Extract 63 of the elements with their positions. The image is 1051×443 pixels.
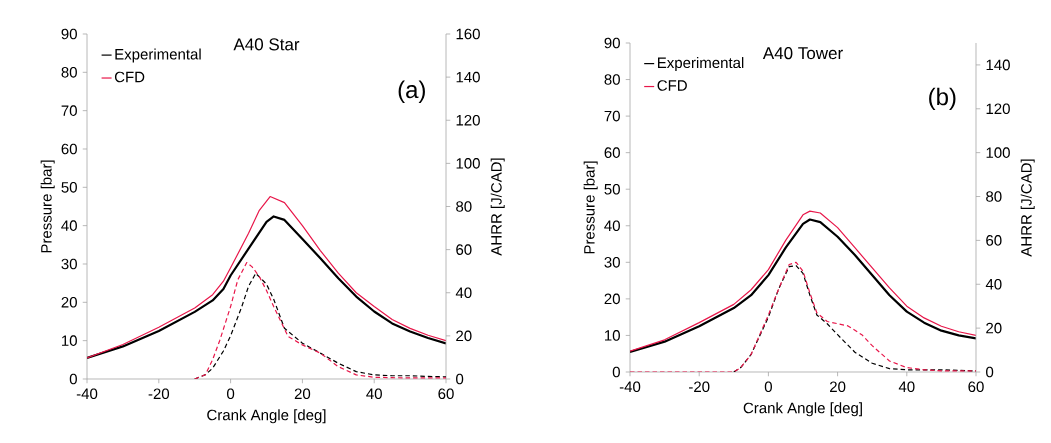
y-tick-label: 60 [604,147,620,158]
y2-tick-label: 0 [456,373,464,385]
y-axis-title: Pressure [bar] [583,161,598,254]
y2-tick-label: 80 [986,191,1002,202]
x-axis-title: Crank Angle [deg] [207,409,326,424]
chart-title: A40 Star [233,38,300,51]
y2-tick-label: 100 [986,147,1010,158]
legend-label: CFD [114,71,145,83]
y2-tick-label: 20 [986,322,1002,334]
y-tick-label: 40 [604,220,620,232]
y-tick-label: 10 [62,335,77,346]
y-tick-label: 30 [604,257,620,268]
x-tick-label: -40 [76,388,98,400]
y-tick-label: 70 [61,105,77,116]
x-tick-label: 20 [830,381,846,393]
chart-title: A40 Tower [762,47,843,60]
y2-tick-label: 140 [986,59,1010,71]
y2-axis-title: AHRR [J/CAD] [490,158,505,256]
y-tick-label: 90 [61,28,77,40]
x-tick-label: 60 [968,381,984,393]
y-tick-label: 40 [61,220,77,231]
x-tick-label: -20 [689,381,710,393]
y2-tick-label: 40 [455,287,472,299]
y2-tick-label: 80 [456,201,472,212]
y-tick-label: 50 [604,183,620,195]
y-tick-label: 20 [61,297,77,308]
y2-tick-label: 0 [986,366,994,378]
y2-axis-title: AHRR [J/CAD] [1020,159,1035,257]
y2-tick-label: 100 [456,158,480,169]
x-tick-label: 20 [294,388,311,400]
x-tick-label: 0 [227,388,235,400]
x-tick-label: -40 [619,381,641,393]
y2-tick-label: 40 [985,278,1002,290]
annotation: (a) [398,80,425,103]
y-tick-label: 30 [61,258,77,270]
x-tick-label: -20 [148,388,170,400]
y2-tick-label: 120 [456,114,480,126]
y-tick-label: 70 [604,110,620,122]
x-tick-label: 60 [438,388,454,400]
y2-tick-label: 60 [986,235,1002,246]
x-tick-label: 0 [764,381,772,393]
y-tick-label: 60 [61,143,77,155]
y-tick-label: 50 [61,182,77,193]
y-tick-label: 10 [605,330,620,341]
x-tick-label: 40 [366,388,382,400]
annotation: (b) [929,87,956,111]
x-tick-label: 40 [898,381,915,393]
x-axis-title: Crank Angle [deg] [743,402,862,417]
y-tick-label: 80 [61,67,77,78]
y2-tick-label: 60 [456,244,472,255]
y2-tick-label: 160 [456,28,480,40]
y-tick-label: 20 [604,293,620,305]
legend-label: Experimental [115,48,201,63]
y2-tick-label: 140 [456,71,480,83]
y2-tick-label: 20 [456,330,472,342]
y-tick-label: 80 [604,74,620,85]
y-tick-label: 90 [604,37,620,49]
legend-label: CFD [657,80,687,91]
y-tick-label: 0 [612,366,620,378]
y-axis-title: Pressure [bar] [40,160,55,253]
y2-tick-label: 120 [986,103,1010,115]
y-tick-label: 0 [69,373,77,385]
legend-label: Experimental [658,57,744,72]
